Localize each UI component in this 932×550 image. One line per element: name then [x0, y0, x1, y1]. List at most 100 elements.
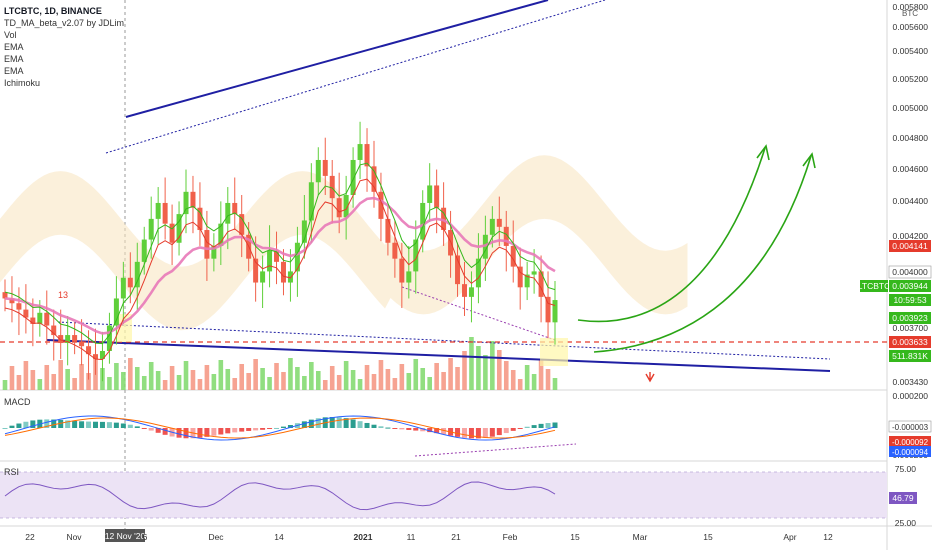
ichimoku-cloud [0, 155, 688, 331]
candle-body [148, 218, 154, 240]
rsi-title[interactable]: RSI [4, 467, 20, 477]
indicator-ichimoku[interactable]: Ichimoku [4, 78, 41, 88]
volume-bar [218, 360, 224, 390]
macd-histogram-bar [99, 421, 105, 428]
macd-histogram-bar [253, 428, 259, 431]
macd-histogram-bar [113, 422, 119, 428]
candle-body [190, 191, 196, 208]
macd-histogram-bar [162, 428, 168, 435]
macd-histogram-bar [155, 428, 161, 433]
volume-bar [371, 374, 377, 390]
volume-bar [30, 370, 36, 390]
candle-body [204, 230, 210, 259]
candle-body [329, 175, 335, 199]
volume-bar [420, 368, 426, 390]
macd-histogram-bar [392, 428, 398, 429]
candle-body [267, 250, 273, 272]
macd-histogram-bar [93, 421, 99, 428]
macd-histogram-bar [287, 425, 293, 428]
volume-bar [169, 366, 175, 390]
macd-histogram-bar [267, 428, 273, 430]
volume-bar [336, 375, 342, 390]
projection-arrowhead-2 [802, 152, 816, 169]
price-tag-label: 0.003923 [892, 313, 928, 323]
macd-histogram-bar [329, 417, 335, 428]
price-tick-label: 0.005600 [893, 22, 929, 32]
ema-pink-line [4, 196, 556, 335]
candle-body [65, 335, 71, 344]
indicator-ema-2[interactable]: EMA [4, 54, 24, 64]
candle-body [531, 271, 537, 275]
macd-histogram-bar [552, 422, 558, 428]
candle-body [294, 242, 300, 272]
volume-bar [357, 379, 363, 390]
td-green-line [4, 162, 556, 345]
macd-histogram-bar [315, 418, 321, 428]
macd-histogram-bar [420, 428, 426, 432]
candle-body [134, 261, 140, 288]
volume-bar [545, 369, 551, 390]
volume-bar [288, 358, 293, 390]
volume-bar [155, 371, 161, 390]
candle-body [392, 242, 398, 259]
price-tag-label: 511.831K [892, 351, 928, 361]
time-tick-label: 15 [570, 532, 580, 542]
candle-body [253, 258, 259, 283]
indicator-ema-1[interactable]: EMA [4, 42, 24, 52]
candle-body [127, 277, 133, 288]
candle-body [218, 223, 224, 246]
volume-bar [281, 372, 286, 390]
macd-histogram-bar [378, 426, 384, 428]
candle-body [420, 202, 426, 240]
macd-histogram-bar [357, 421, 363, 428]
macd-histogram-bar [72, 420, 78, 428]
volume-bar [448, 358, 453, 390]
candle-body [280, 261, 286, 283]
macd-histogram-bar [503, 428, 509, 434]
macd-histogram-bar [58, 419, 64, 428]
volume-bar [315, 371, 321, 390]
candle-body [357, 144, 363, 160]
time-tick-label: Nov [66, 532, 82, 542]
candle-body [301, 220, 307, 243]
indicator-vol[interactable]: Vol [4, 30, 17, 40]
candle-body [503, 226, 509, 246]
volume-bar [483, 355, 488, 390]
time-tick-label: 11 [407, 532, 416, 542]
time-tick-label: 14 [274, 532, 284, 542]
volume-bar [253, 359, 258, 390]
macd-histogram-bar [538, 423, 544, 428]
price-tick-label: 0.005400 [893, 46, 929, 56]
price-tag-label: 0.003944 [892, 281, 928, 291]
macd-histogram-bar [30, 420, 36, 428]
macd-histogram-bar [455, 428, 461, 437]
rsi-line [4, 481, 556, 511]
lower-channel-dotted [57, 321, 831, 360]
volume-bar [72, 378, 77, 390]
candle-body [322, 159, 328, 176]
volume-bar [232, 378, 238, 390]
macd-divergence-line [414, 443, 577, 457]
volume-bar [413, 359, 419, 390]
volume-bar [462, 351, 467, 390]
lower-trendline [46, 339, 831, 372]
volume-bar [128, 358, 133, 390]
volume-bar [148, 362, 154, 390]
volume-bar [9, 366, 15, 390]
macd-tag-label: -0.000003 [892, 423, 929, 432]
candle-body [308, 182, 314, 221]
volume-bar [441, 372, 446, 390]
indicator-td-ma[interactable]: TD_MA_beta_v2.07 by JDLim [4, 18, 125, 28]
candle-body [434, 185, 440, 208]
volume-bar [329, 366, 335, 390]
volume-bar [44, 365, 50, 390]
volume-bar [65, 369, 70, 390]
price-tag-bg [889, 294, 931, 306]
macd-title[interactable]: MACD [4, 397, 31, 407]
macd-histogram-bar [106, 422, 112, 428]
indicator-ema-3[interactable]: EMA [4, 66, 24, 76]
volume-bar [51, 374, 57, 390]
candle-body [155, 202, 161, 219]
volume-bar [211, 374, 217, 390]
